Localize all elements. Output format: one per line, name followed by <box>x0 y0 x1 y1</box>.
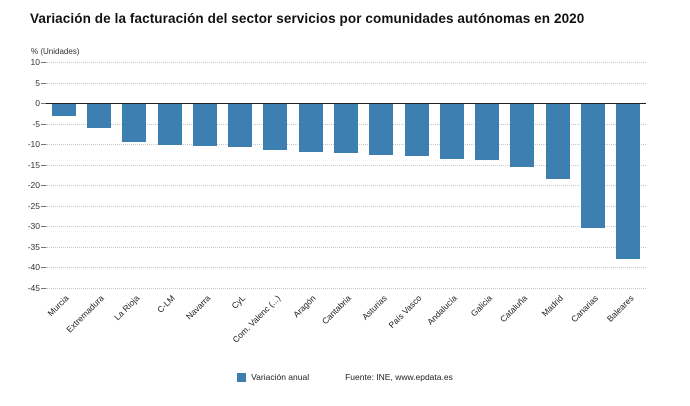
legend-label: Variación anual <box>251 372 310 382</box>
gridline <box>46 288 646 289</box>
zero-line <box>46 103 646 105</box>
gridline <box>46 82 646 84</box>
bar <box>334 103 358 154</box>
y-tick-mark <box>41 185 46 187</box>
bar <box>475 103 500 160</box>
bar <box>404 103 429 156</box>
bar <box>545 103 570 180</box>
y-tick-label: -30 <box>27 221 40 232</box>
x-tick-label: La Rioja <box>112 293 142 323</box>
y-axis-labels: 10 5 0 -5 -10 -15 -20 -25 -30 -35 -40 -45 <box>0 57 40 293</box>
y-tick-label: -5 <box>32 118 40 129</box>
legend-row: Variación anual Fuente: INE, www.epdata.… <box>0 372 690 382</box>
plot-area <box>41 62 646 289</box>
y-tick-label: -20 <box>27 180 40 191</box>
x-tick-label: CyL <box>229 293 248 311</box>
y-tick-mark <box>41 267 46 269</box>
y-tick-label: -10 <box>27 139 40 150</box>
x-tick-label: Andalucía <box>425 293 459 327</box>
y-tick-label: 5 <box>35 77 40 88</box>
bar <box>228 103 253 148</box>
y-tick-mark <box>41 82 46 84</box>
chart-title: Variación de la facturación del sector s… <box>30 11 585 26</box>
x-tick-label: Cantabria <box>319 293 354 327</box>
bar <box>192 103 217 147</box>
x-tick-label: Asturias <box>359 293 389 322</box>
source-text: Fuente: INE, www.epdata.es <box>345 372 453 382</box>
y-tick-mark <box>41 103 46 105</box>
y-tick-label: -25 <box>27 200 40 211</box>
x-tick-label: Navarra <box>183 293 212 322</box>
y-tick-mark <box>41 226 46 228</box>
y-tick-label: 10 <box>30 57 40 67</box>
y-tick-label: -45 <box>27 283 40 293</box>
gridline <box>46 164 646 166</box>
bar <box>263 103 288 150</box>
legend-item: Variación anual <box>237 372 309 382</box>
bar <box>298 103 323 153</box>
y-tick-label: -40 <box>27 262 40 273</box>
x-tick-label: Baleares <box>604 293 636 324</box>
y-tick-mark <box>41 123 46 125</box>
bar <box>510 103 535 168</box>
y-tick-mark <box>41 205 46 207</box>
y-tick-label: -35 <box>27 241 40 252</box>
y-tick-label: -15 <box>27 159 40 170</box>
y-axis-unit-label: % (Unidades) <box>31 47 80 56</box>
bar <box>581 103 606 228</box>
bar <box>157 103 182 145</box>
x-tick-label: Canarias <box>568 293 601 325</box>
gridline <box>46 205 646 207</box>
gridline <box>46 246 646 248</box>
bar <box>51 103 76 116</box>
y-tick-mark <box>41 62 46 63</box>
bar <box>369 103 394 155</box>
x-tick-label: Murcia <box>45 293 71 319</box>
legend-swatch-icon <box>237 372 247 382</box>
bar <box>439 103 464 159</box>
x-tick-label: Aragón <box>291 293 318 320</box>
bar <box>86 103 111 129</box>
y-tick-mark <box>41 288 46 289</box>
bar <box>616 103 641 260</box>
gridline <box>46 226 646 228</box>
y-tick-mark <box>41 144 46 146</box>
gridline <box>46 62 646 63</box>
gridline <box>46 267 646 269</box>
x-tick-label: C-LM <box>154 293 177 315</box>
x-axis-labels: Murcia Extremadura La Rioja C-LM Navarra CyL C… <box>46 289 646 369</box>
x-tick-label: Galicia <box>468 293 495 319</box>
x-tick-label: Cataluña <box>498 293 530 325</box>
y-tick-label: 0 <box>35 98 40 109</box>
bar <box>122 103 147 143</box>
x-tick-label: País Vasco <box>386 293 424 331</box>
y-tick-mark <box>41 246 46 248</box>
x-tick-label: Madrid <box>539 293 565 319</box>
y-tick-mark <box>41 164 46 166</box>
gridline <box>46 185 646 187</box>
